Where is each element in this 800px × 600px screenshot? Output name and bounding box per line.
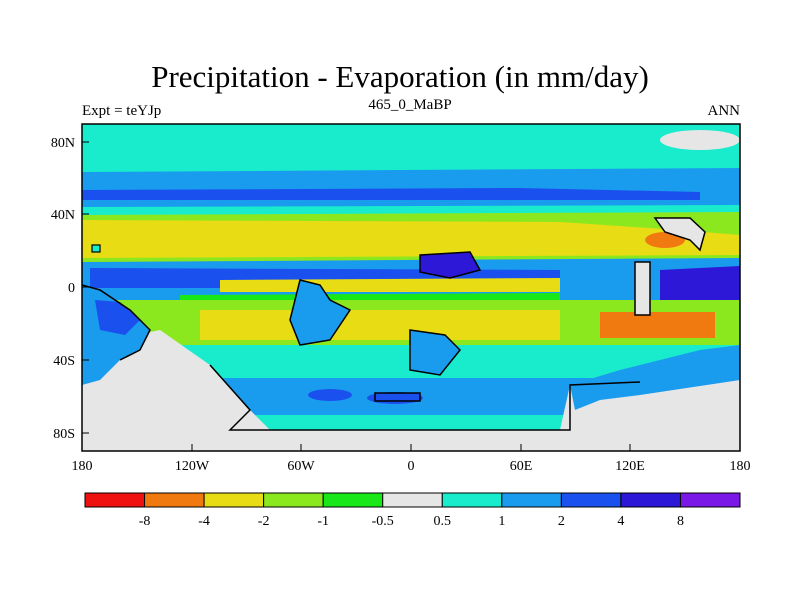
x-tick-label: 120E	[615, 459, 645, 474]
colorbar-label: 8	[677, 514, 684, 529]
coast-center-land	[409, 329, 462, 376]
coast-mid-land	[289, 279, 352, 346]
x-tick-label: 0	[408, 459, 415, 474]
colorbar-swatch	[620, 492, 681, 508]
x-tick-label: 120W	[175, 459, 210, 474]
south-island	[374, 392, 421, 402]
north-wet-band	[82, 168, 740, 207]
se-landmass	[570, 345, 740, 410]
colorbar-swatch	[322, 492, 384, 508]
season-label: ANN	[707, 103, 741, 119]
coast-south	[209, 364, 641, 431]
y-tick-label: 40N	[51, 208, 75, 223]
experiment-label: Expt = teYJp	[82, 103, 162, 119]
colorbar-swatch	[382, 492, 443, 508]
colorbar-swatch	[263, 492, 324, 508]
west-land-core	[95, 300, 140, 335]
y-tick-label: 0	[68, 281, 75, 296]
colorbar-label: 2	[558, 514, 565, 529]
arctic-patch	[82, 124, 740, 150]
colorbar-label: -2	[258, 514, 270, 529]
y-tick-label: 80S	[53, 427, 75, 442]
equatorial-dry-strip	[220, 278, 560, 292]
colorbar-swatch	[560, 492, 622, 508]
y-axis: 80N 40N 0 40S 80S	[51, 136, 89, 442]
colorbar-label: 1	[498, 514, 505, 529]
y-tick-label: 40S	[53, 354, 75, 369]
north-dry-core	[82, 220, 740, 258]
colorbar-swatch	[501, 492, 562, 508]
map-title: Precipitation - Evaporation (in mm/day)	[151, 59, 649, 94]
arctic-gray	[660, 130, 740, 150]
coast-west	[82, 284, 151, 361]
map-subtitle: 465_0_MaBP	[368, 97, 452, 113]
colorbar-label: -8	[139, 514, 151, 529]
colorbar-label: -0.5	[372, 514, 394, 529]
colorbar-label: -4	[198, 514, 210, 529]
colorbar-label: 4	[617, 514, 624, 529]
equatorial-east-core	[660, 266, 740, 310]
map-field	[82, 124, 740, 451]
x-axis: 180 120W 60W 0 60E 120E 180	[72, 444, 751, 474]
x-tick-label: 60W	[287, 459, 315, 474]
x-tick-label: 180	[730, 459, 751, 474]
south-dry-core	[200, 310, 560, 340]
y-tick-label: 80N	[51, 136, 75, 151]
x-tick-label: 60E	[510, 459, 533, 474]
x-tick-label: 180	[72, 459, 93, 474]
colorbar-swatch	[84, 492, 146, 508]
south-dry-east	[600, 312, 715, 338]
colorbar-label: -1	[317, 514, 329, 529]
coast-north-land	[419, 251, 482, 279]
colorbar-swatch	[203, 492, 265, 508]
colorbar-swatch	[441, 492, 503, 508]
north-wet-core	[82, 188, 700, 200]
coast-east-strip	[634, 261, 651, 316]
south-continent	[82, 330, 740, 451]
colorbar: -8 -4 -2 -1 -0.5 0.5 1 2 4 8	[84, 492, 741, 529]
colorbar-swatch	[679, 492, 741, 508]
coast-ne-land	[653, 217, 706, 252]
north-dry-orange	[645, 232, 685, 248]
colorbar-label: 0.5	[434, 514, 452, 529]
small-island	[91, 244, 101, 253]
colorbar-swatch	[144, 492, 205, 508]
south-patch-1	[308, 389, 352, 401]
